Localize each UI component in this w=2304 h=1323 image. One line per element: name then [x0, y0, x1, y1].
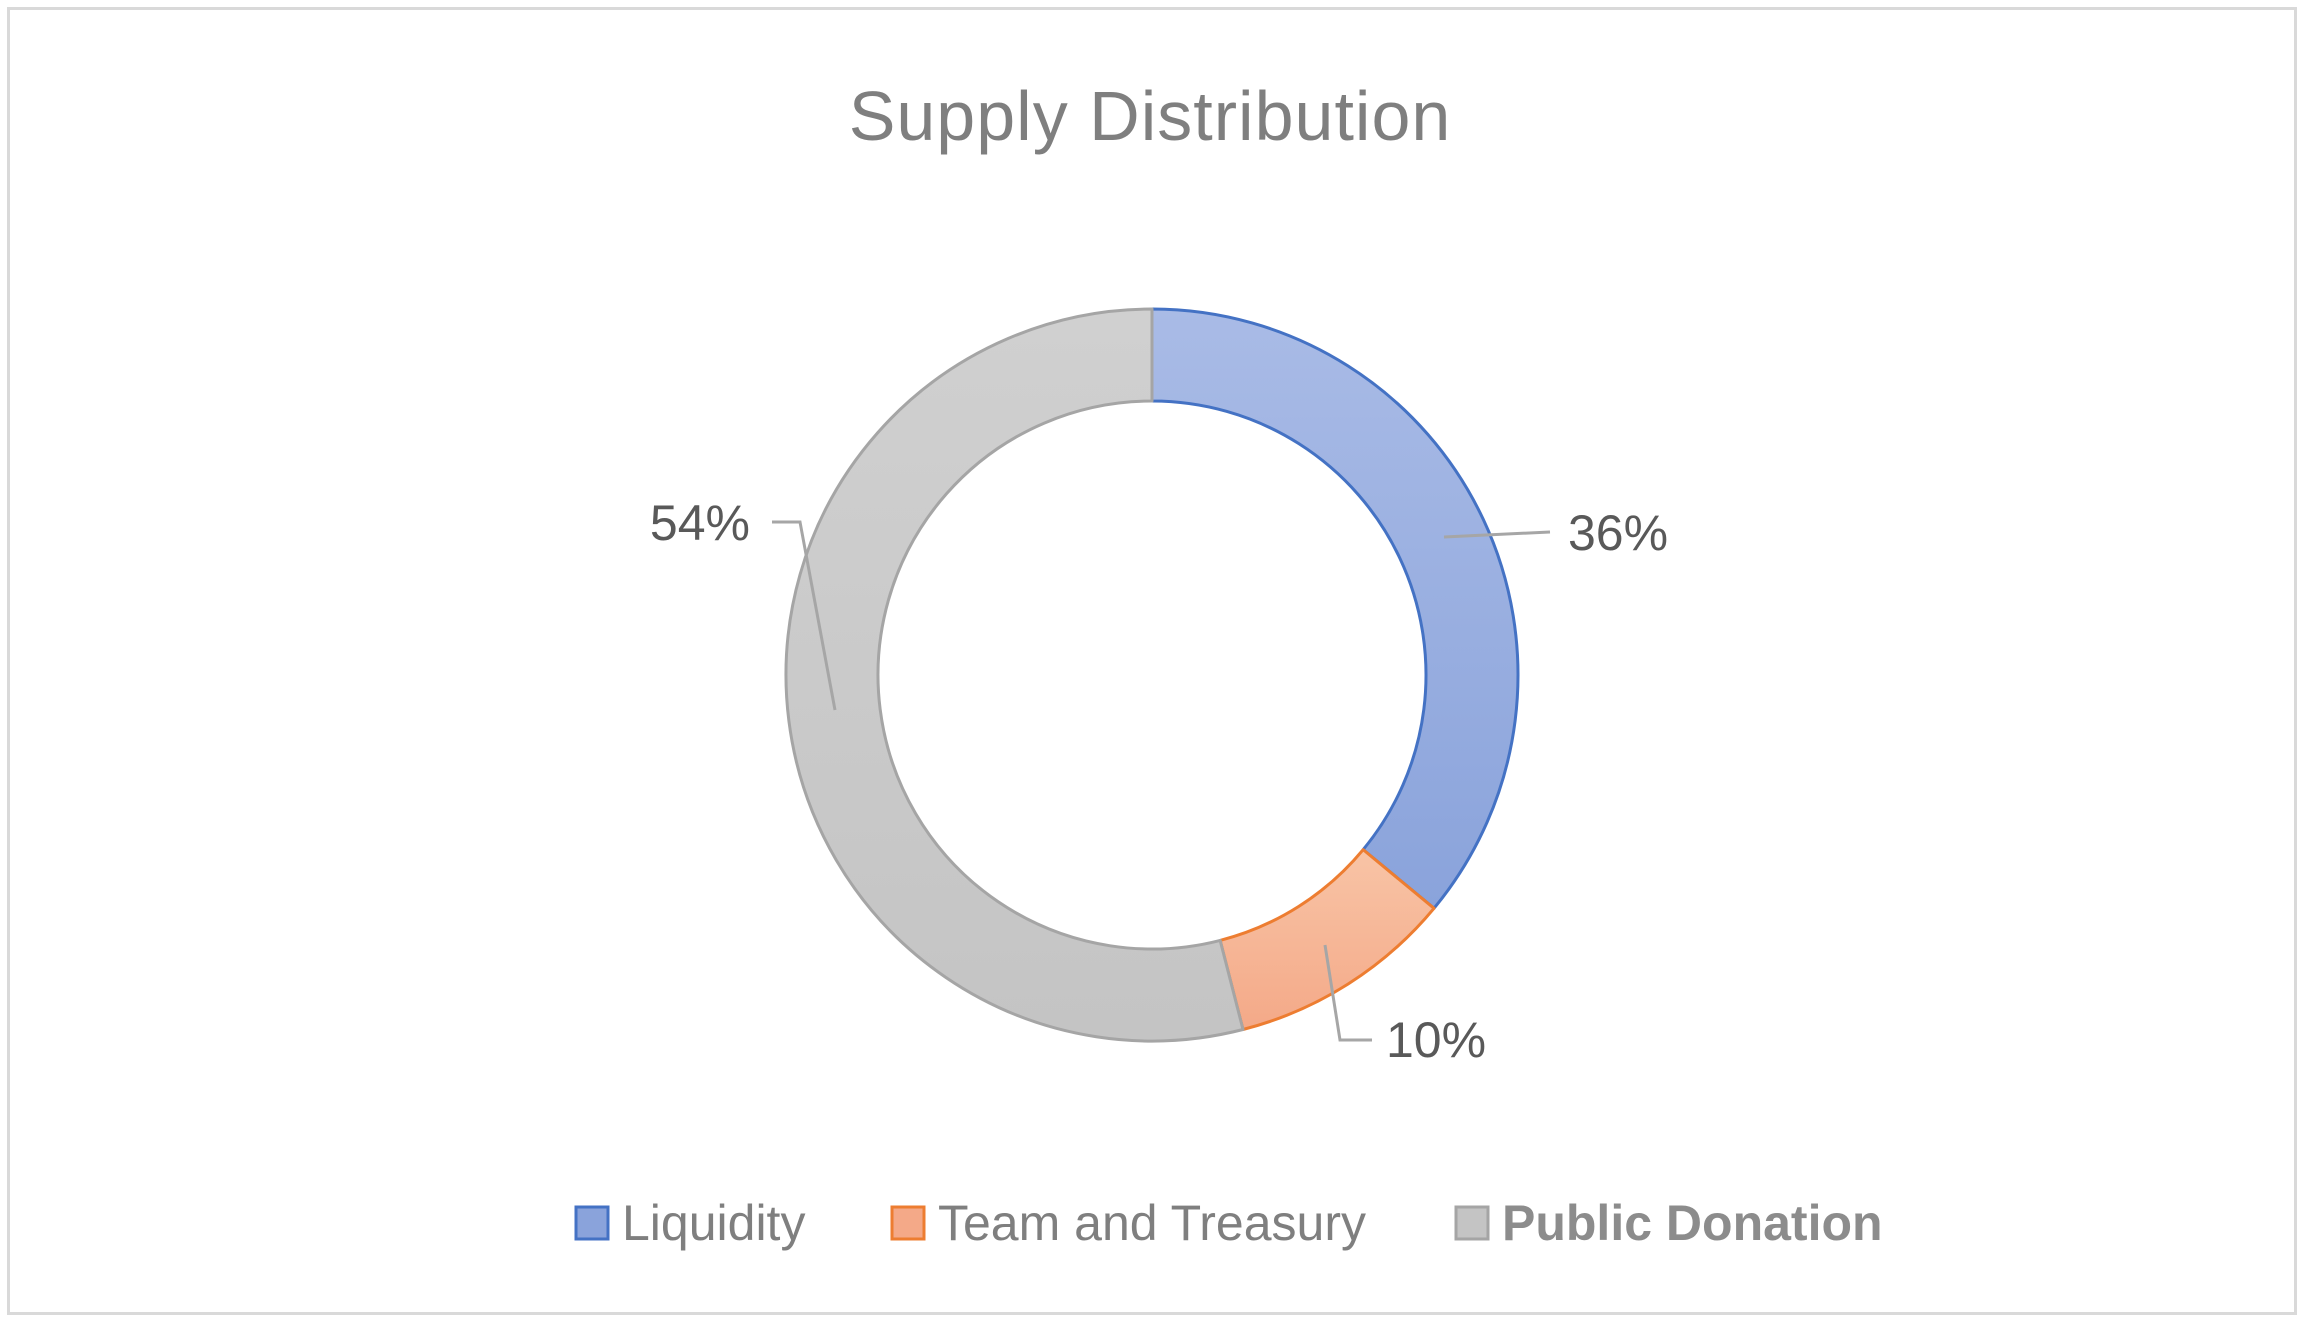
leader-line-liquidity — [1443, 530, 1551, 539]
data-label-public-donation: 54% — [650, 495, 750, 551]
chart-title: Supply Distribution — [849, 77, 1452, 155]
leader-line-team-and-treasury — [1323, 944, 1372, 1042]
legend-label-public-donation: Public Donation — [1502, 1195, 1883, 1251]
legend-label-liquidity: Liquidity — [622, 1195, 805, 1251]
leader-lines — [772, 520, 1551, 1042]
leader-line-public-donation — [772, 520, 837, 711]
data-label-team-and-treasury: 10% — [1386, 1012, 1486, 1068]
donut-slices — [784, 307, 1520, 1043]
legend-swatch-team-and-treasury — [890, 1205, 926, 1241]
slice-public-donation — [784, 307, 1245, 1043]
data-label-liquidity: 36% — [1568, 505, 1668, 561]
legend-label-team-and-treasury: Team and Treasury — [938, 1195, 1366, 1251]
legend-swatch-liquidity — [574, 1205, 610, 1241]
chart-frame — [7, 7, 2297, 1315]
legend-swatch-public-donation — [1454, 1205, 1490, 1241]
data-labels: 36% 10% 54% — [650, 495, 1668, 1068]
slice-liquidity — [1150, 307, 1520, 910]
legend: Liquidity Team and Treasury Public Donatio… — [574, 1195, 1883, 1251]
